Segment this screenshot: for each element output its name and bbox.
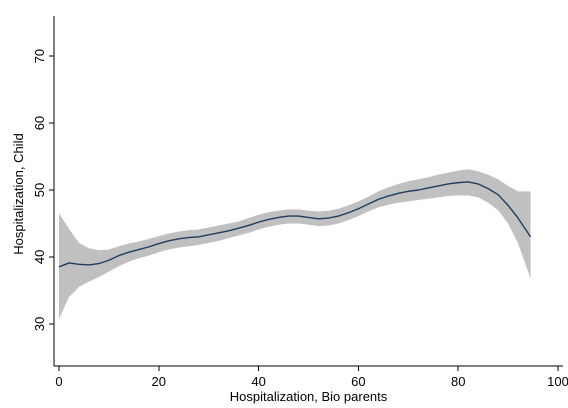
confidence-band-layer bbox=[58, 169, 531, 320]
x-axis-title: Hospitalization, Bio parents bbox=[230, 389, 388, 404]
y-tick-label: 50 bbox=[32, 183, 47, 197]
y-tick-label: 70 bbox=[32, 49, 47, 63]
x-axis-ticks: 0 20 40 60 80 100 bbox=[55, 366, 568, 389]
axes-layer bbox=[53, 16, 563, 367]
x-tick-label: 0 bbox=[55, 374, 62, 389]
y-tick-label: 30 bbox=[32, 317, 47, 331]
x-tick-label: 60 bbox=[351, 374, 365, 389]
fit-line-layer bbox=[58, 181, 532, 268]
y-tick-label: 60 bbox=[32, 116, 47, 130]
x-tick-label: 40 bbox=[251, 374, 265, 389]
fit-line bbox=[58, 181, 532, 268]
x-tick-label: 80 bbox=[451, 374, 465, 389]
confidence-band bbox=[58, 169, 531, 320]
y-axis-title: Hospitalization, Child bbox=[11, 133, 26, 254]
x-tick-label: 20 bbox=[152, 374, 166, 389]
y-axis-ticks: 30 40 50 60 70 bbox=[32, 49, 54, 331]
y-tick-label: 40 bbox=[32, 250, 47, 264]
x-tick-label: 100 bbox=[547, 374, 568, 389]
